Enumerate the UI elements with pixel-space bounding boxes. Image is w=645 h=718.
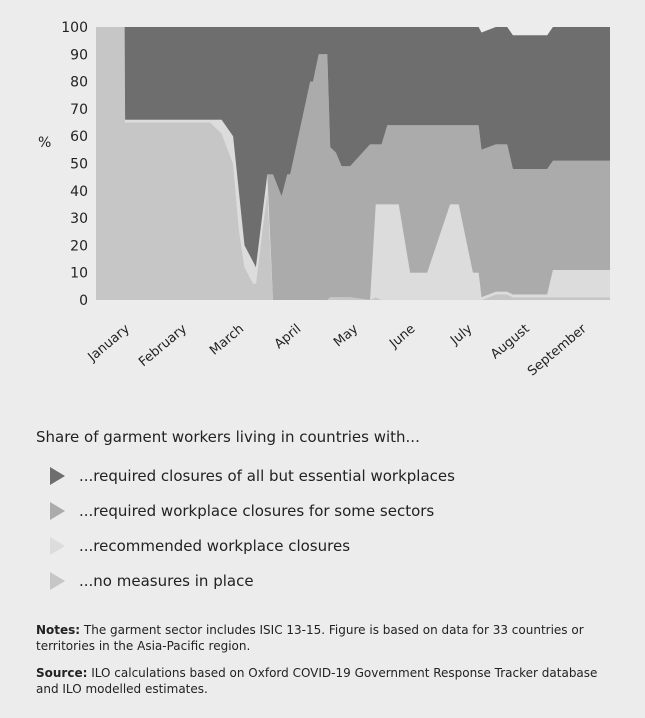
area-chart: 0 10 20 30 40 50 60 70 80 90 100 January February Ma…: [38, 20, 610, 379]
notes-text: The garment sector includes ISIC 13-15. …: [36, 623, 584, 653]
y-axis-label: %: [38, 135, 51, 151]
legend-label: ...required closures of all but essentia…: [79, 466, 455, 485]
y-tick-label: 30: [70, 211, 88, 227]
y-tick-label: 70: [70, 102, 88, 118]
area-series-required-workplace-closures-for-some-sectors: [96, 27, 610, 300]
y-tick-label: 60: [70, 129, 88, 145]
y-tick-label: 0: [79, 293, 88, 309]
x-tick-label: February: [136, 321, 190, 370]
area-series-recommended-workplace-closures: [96, 27, 610, 300]
legend-marker-no-measures: [50, 571, 65, 590]
x-tick-label: June: [386, 322, 418, 352]
area-series-required-closures-of-all-but-essential-workplaces: [96, 27, 610, 268]
legend-marker-recommended: [50, 536, 65, 555]
x-tick-label: August: [488, 322, 532, 363]
source-text: ILO calculations based on Oxford COVID-1…: [36, 666, 598, 696]
legend-title: Share of garment workers living in count…: [36, 428, 420, 446]
legend-item-no-measures: ...no measures in place: [50, 563, 455, 598]
legend-label: ...recommended workplace closures: [79, 536, 351, 555]
legend-marker-full-closure: [50, 466, 65, 485]
x-axis: January February March April May June July Augu…: [85, 321, 591, 379]
x-tick-label: April: [272, 322, 304, 353]
y-tick-label: 50: [70, 157, 88, 173]
x-tick-label: March: [207, 322, 247, 359]
x-tick-label: January: [85, 321, 133, 365]
legend: ...required closures of all but essentia…: [50, 458, 455, 598]
x-tick-label: July: [447, 321, 476, 348]
x-tick-label: September: [525, 321, 590, 379]
y-tick-label: 80: [70, 75, 88, 91]
area-series-no-measures-in-place: [96, 27, 610, 300]
notes-label: Notes:: [36, 623, 81, 637]
series-layer: [96, 27, 610, 300]
y-tick-label: 40: [70, 184, 88, 200]
legend-label: ...no measures in place: [79, 571, 254, 590]
y-axis: 0 10 20 30 40 50 60 70 80 90 100: [61, 20, 88, 309]
legend-item-some-sectors: ...required workplace closures for some …: [50, 493, 455, 528]
source-label: Source:: [36, 666, 88, 680]
legend-item-full-closure: ...required closures of all but essentia…: [50, 458, 455, 493]
legend-marker-some-sectors: [50, 501, 65, 520]
y-tick-label: 100: [61, 20, 88, 36]
source: Source: ILO calculations based on Oxford…: [36, 665, 621, 697]
legend-label: ...required workplace closures for some …: [79, 501, 435, 520]
x-tick-label: May: [331, 321, 361, 350]
y-tick-label: 90: [70, 47, 88, 63]
y-tick-label: 20: [70, 238, 88, 254]
legend-item-recommended: ...recommended workplace closures: [50, 528, 455, 563]
y-tick-label: 10: [70, 266, 88, 282]
notes: Notes: The garment sector includes ISIC …: [36, 622, 621, 654]
